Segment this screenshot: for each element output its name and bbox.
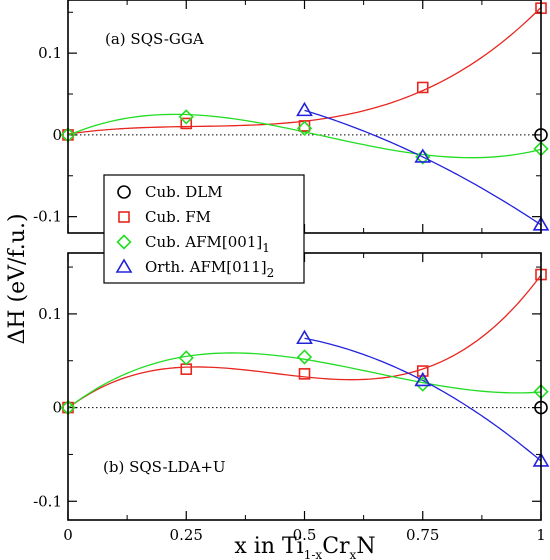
x-tick-label: 0.5	[293, 526, 317, 544]
x-axis-title-sub1: 1-x	[304, 548, 323, 560]
series-1-point	[180, 117, 193, 130]
y-axis-title: ΔH (eV/f.u.)	[5, 213, 30, 344]
series-1-point	[416, 365, 429, 377]
legend-entry-sub: 1	[262, 241, 270, 255]
legend-marker	[116, 234, 132, 250]
series-3-point	[296, 329, 313, 345]
y-tick-label: -0.1	[33, 208, 62, 226]
legend-entry-sub: 2	[267, 266, 275, 280]
legend-entry: Cub. DLM	[145, 183, 223, 201]
series-2-point	[178, 109, 194, 125]
y-tick-label: 0	[52, 126, 62, 144]
series-1-fit-line	[67, 274, 542, 409]
legend-entry-text: Cub. DLM	[145, 183, 223, 201]
series-2-point	[296, 120, 313, 136]
legend: Cub. DLM Cub. FM Cub. AFM[001]1 Orth. AFM[0…	[103, 174, 305, 284]
x-tick-label: 0.75	[406, 526, 439, 544]
series-2-fit-line	[67, 113, 542, 159]
x-axis-title-sub2: x	[350, 548, 357, 560]
y-tick-label: 0.1	[38, 44, 62, 62]
panel-bottom: -0.100.10 0.25 0.5 0.75 1	[33, 252, 550, 544]
series-2-point	[415, 149, 431, 165]
series-3-point	[414, 371, 432, 387]
panel-top-annotation: (a) SQS-GGA	[105, 30, 204, 48]
legend-entry-text: Cub. FM	[145, 208, 211, 226]
x-axis-title-mid: Cr	[322, 534, 350, 559]
legend-entry: Orth. AFM[011]2	[145, 258, 274, 280]
series-3-fit-line	[304, 337, 542, 462]
legend-box	[103, 174, 305, 284]
y-tick-label: 0	[52, 399, 62, 417]
x-axis-title-pre: x in Ti	[234, 534, 303, 559]
legend-marker	[117, 185, 131, 199]
series-2-fit-line	[67, 352, 542, 409]
x-tick-label: 0	[63, 526, 73, 544]
series-3-point	[414, 148, 432, 163]
y-tick-label: 0.1	[38, 305, 62, 323]
series-1-point	[298, 368, 311, 380]
legend-entry: Cub. FM	[145, 208, 211, 226]
x-tick-label: 1	[536, 526, 546, 544]
panel-bottom-annotation: (b) SQS-LDA+U	[103, 458, 226, 476]
legend-entry-text: Cub. AFM[001]	[145, 233, 262, 251]
series-2-point	[178, 350, 194, 366]
x-axis-title-post: N	[356, 534, 375, 559]
series-2-point	[296, 349, 313, 365]
legend-entry-text: Orth. AFM[011]	[145, 258, 267, 276]
series-3-fit-line	[304, 109, 542, 226]
series-1-point	[416, 81, 429, 94]
x-tick-label: 0.25	[170, 526, 203, 544]
legend-entry: Cub. AFM[001]1	[145, 233, 270, 255]
legend-marker	[115, 258, 133, 273]
x-axis-title: x in Ti1-xCrxN	[234, 534, 375, 560]
y-tick-label: -0.1	[33, 492, 62, 510]
series-3-point	[296, 101, 313, 117]
legend-marker	[118, 211, 130, 223]
